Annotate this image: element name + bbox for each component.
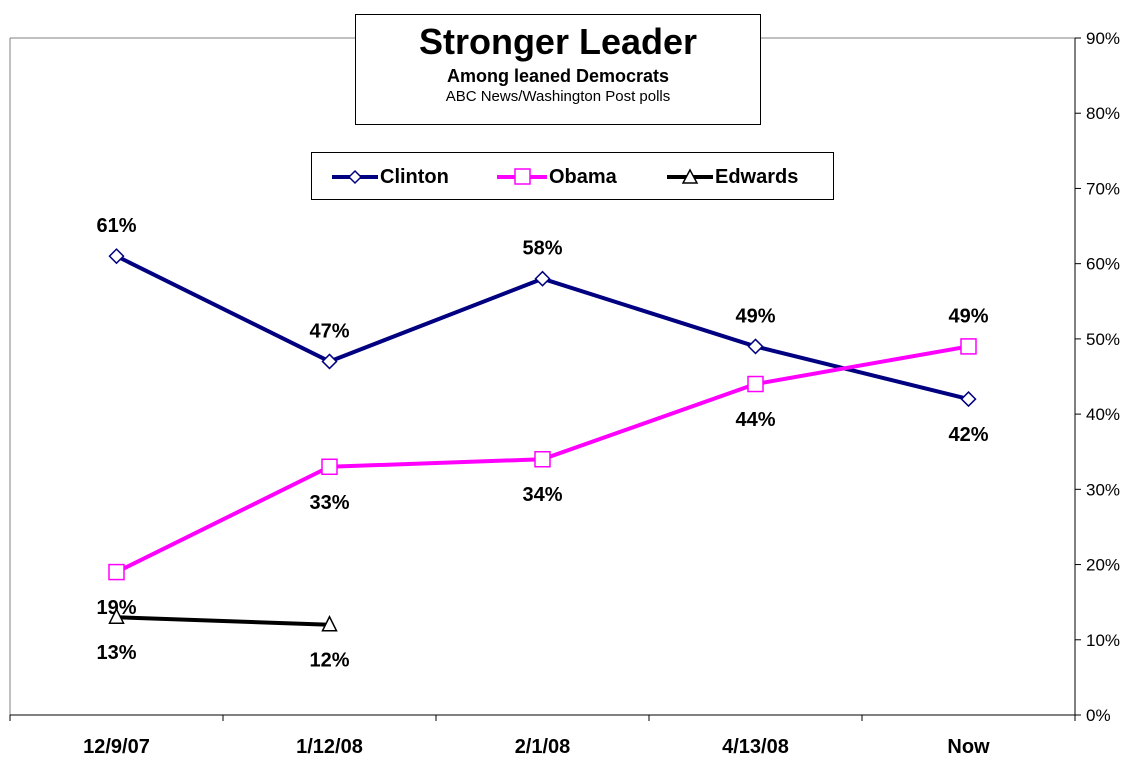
data-point-obama bbox=[108, 563, 125, 581]
y-tick-label: 20% bbox=[1086, 556, 1120, 575]
y-tick-label: 50% bbox=[1086, 330, 1120, 349]
data-label-obama: 33% bbox=[309, 492, 349, 514]
legend-label-clinton: Clinton bbox=[380, 165, 449, 188]
data-point-clinton bbox=[534, 270, 551, 287]
chart-title: Stronger Leader bbox=[418, 21, 698, 62]
y-tick-label: 90% bbox=[1086, 29, 1120, 48]
data-point-obama bbox=[534, 450, 551, 468]
legend-item-edwards: Edwards bbox=[667, 153, 798, 201]
data-point-clinton bbox=[747, 338, 764, 355]
y-tick-label: 10% bbox=[1086, 631, 1120, 650]
data-point-obama bbox=[321, 458, 338, 476]
x-tick-label: Now bbox=[947, 736, 990, 758]
legend-item-clinton: Clinton bbox=[332, 153, 449, 201]
data-label-edwards: 13% bbox=[96, 642, 136, 664]
data-label-clinton: 42% bbox=[948, 424, 988, 446]
data-point-edwards bbox=[321, 615, 338, 632]
data-point-obama bbox=[960, 338, 977, 355]
y-tick-label: 80% bbox=[1086, 104, 1120, 123]
legend-item-obama: Obama bbox=[497, 153, 617, 201]
chart-source: ABC News/Washington Post polls bbox=[445, 88, 671, 105]
y-tick-label: 0% bbox=[1086, 706, 1111, 725]
y-tick-label: 70% bbox=[1086, 179, 1120, 198]
data-label-edwards: 12% bbox=[309, 650, 349, 672]
legend-marker-square-icon bbox=[497, 168, 547, 185]
y-tick-label: 60% bbox=[1086, 255, 1120, 274]
chart-title-box: Stronger Leader Among leaned Democrats A… bbox=[355, 14, 761, 125]
legend-label-obama: Obama bbox=[549, 165, 617, 188]
data-point-edwards bbox=[108, 607, 125, 624]
y-tick-label: 40% bbox=[1086, 405, 1120, 424]
x-tick-label: 4/13/08 bbox=[722, 736, 789, 758]
legend-marker-triangle-icon bbox=[667, 168, 713, 184]
data-label-obama: 49% bbox=[948, 305, 988, 327]
data-label-clinton: 49% bbox=[735, 305, 775, 327]
data-label-obama: 44% bbox=[735, 409, 775, 431]
chart-subtitle: Among leaned Democrats bbox=[446, 66, 670, 86]
data-label-clinton: 61% bbox=[96, 215, 136, 237]
y-tick-label: 30% bbox=[1086, 480, 1120, 499]
legend-marker-diamond-icon bbox=[332, 169, 378, 185]
x-tick-label: 2/1/08 bbox=[515, 736, 571, 758]
data-point-clinton bbox=[108, 248, 125, 265]
data-label-obama: 34% bbox=[522, 484, 562, 506]
x-tick-label: 12/9/07 bbox=[83, 736, 150, 758]
series-line-edwards bbox=[116, 615, 330, 627]
data-point-clinton bbox=[960, 391, 977, 408]
data-point-clinton bbox=[321, 353, 338, 370]
legend-label-edwards: Edwards bbox=[715, 165, 799, 188]
x-tick-label: 1/12/08 bbox=[296, 736, 363, 758]
data-label-clinton: 47% bbox=[309, 320, 349, 342]
data-point-obama bbox=[747, 375, 764, 393]
data-label-clinton: 58% bbox=[522, 238, 562, 260]
chart-legend: Clinton Obama Edwards bbox=[311, 152, 834, 200]
